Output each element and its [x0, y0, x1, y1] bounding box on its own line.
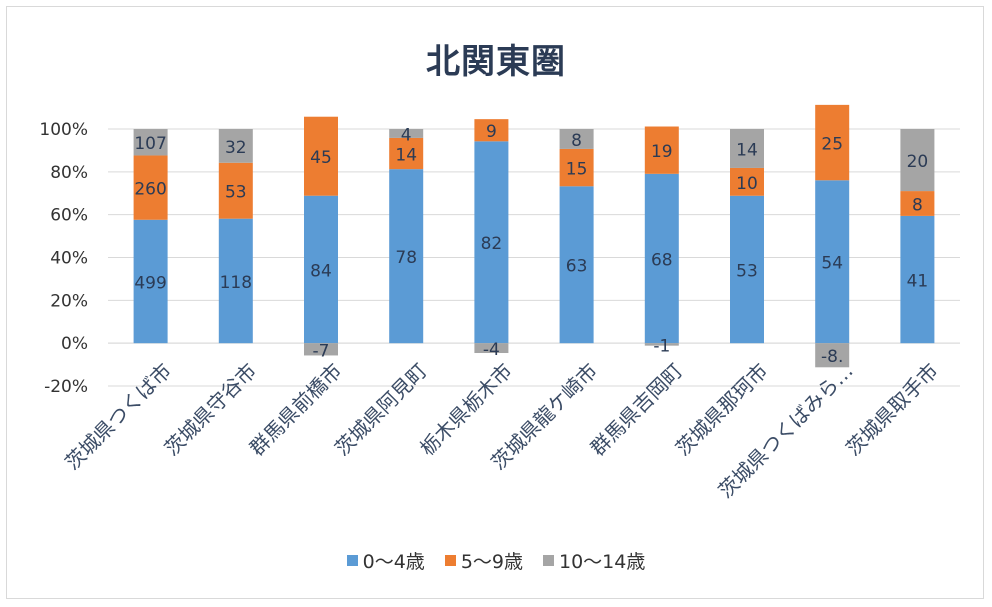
- bar-segment: [815, 343, 850, 368]
- data-label: 32: [225, 138, 247, 158]
- bar-segment: [900, 191, 935, 216]
- data-label: -8.: [821, 347, 843, 367]
- data-label: 10: [736, 174, 758, 194]
- data-label: 53: [736, 261, 758, 281]
- chart-title: 北関東圏: [426, 42, 566, 82]
- data-label: -7: [313, 341, 330, 361]
- y-axis: 100% 80% 60% 40% 20% 0% -20%: [39, 120, 88, 397]
- bar-segment: [304, 116, 338, 196]
- bar-segment: [474, 343, 509, 354]
- bar-segment: [304, 343, 338, 356]
- data-label: 14: [395, 146, 417, 166]
- data-label: 107: [134, 134, 166, 154]
- bar-segment: [730, 167, 764, 196]
- bar-segment: [389, 137, 424, 170]
- bar-segment: [133, 155, 168, 220]
- data-label: 41: [907, 272, 929, 292]
- bar-segment: [900, 215, 935, 344]
- bar-segment: [218, 218, 253, 344]
- bar-segment: [900, 129, 935, 192]
- y-tick-label: 100%: [39, 120, 88, 140]
- legend-swatch: [346, 555, 358, 566]
- bar-segment: [304, 195, 338, 344]
- data-label: 499: [134, 273, 166, 293]
- bar-segment: [644, 343, 679, 346]
- data-label: 15: [566, 160, 588, 180]
- legend-swatch: [444, 555, 456, 566]
- y-tick-label: 60%: [50, 206, 88, 226]
- bar-segment: [218, 162, 253, 219]
- bar-segment: [730, 195, 764, 344]
- data-label: 53: [225, 183, 247, 203]
- data-label: 118: [220, 273, 252, 293]
- bars: [133, 104, 935, 368]
- bar-segment: [389, 129, 424, 138]
- data-label: 4: [401, 125, 412, 145]
- y-tick-label: 20%: [50, 291, 88, 311]
- data-label: 45: [310, 148, 332, 168]
- data-label: 82: [481, 234, 503, 254]
- bar-segment: [644, 126, 679, 174]
- y-tick-label: 80%: [50, 163, 88, 183]
- data-label: 78: [395, 248, 417, 268]
- legend-item: 10～14歳: [543, 547, 645, 574]
- legend-item: 0～4歳: [346, 547, 425, 574]
- data-label: 84: [310, 261, 332, 281]
- legend-label: 5～9歳: [460, 551, 523, 573]
- data-label: 54: [821, 254, 843, 274]
- bar-segment: [218, 129, 253, 163]
- y-tick-label: 40%: [50, 249, 88, 269]
- legend-label: 0～4歳: [362, 551, 425, 573]
- bar-segment: [730, 129, 764, 168]
- data-label: 68: [651, 250, 673, 270]
- data-label: 9: [486, 122, 497, 142]
- x-axis: 茨城県つくば市茨城県守谷市群馬県前橋市茨城県阿見町栃木県栃木市茨城県龍ケ崎市群馬…: [60, 359, 943, 503]
- bar-segment: [815, 104, 850, 181]
- data-label: 8: [912, 195, 923, 215]
- bar-segment: [644, 173, 679, 344]
- bar-segment: [133, 219, 168, 344]
- x-tick-label: 茨城県つくば市: [60, 359, 176, 475]
- legend-item: 5～9歳: [444, 547, 523, 574]
- bar-segment: [559, 129, 594, 149]
- data-label: 260: [134, 180, 166, 200]
- bar-segment: [815, 180, 850, 344]
- bar-segment: [559, 148, 594, 187]
- legend-swatch: [543, 555, 554, 566]
- y-tick-label: -20%: [44, 377, 88, 397]
- data-label: 20: [907, 152, 929, 172]
- bar-segment: [559, 186, 594, 344]
- data-label: -1: [653, 336, 670, 356]
- bar-segment: [474, 119, 509, 142]
- data-label: 19: [651, 142, 673, 162]
- y-tick-label: 0%: [61, 334, 88, 354]
- data-label: 14: [736, 140, 758, 160]
- bar-segment: [133, 129, 168, 156]
- data-label: 25: [821, 135, 843, 155]
- x-tick-label: 茨城県取手市: [841, 359, 943, 461]
- data-label: -4: [483, 340, 500, 360]
- bar-segment: [474, 141, 509, 344]
- data-label: 63: [566, 257, 588, 277]
- legend: 0～4歳 5～9歳 10～14歳: [0, 547, 992, 574]
- data-labels: 49926010711853328445-778144829-463158681…: [134, 122, 928, 367]
- data-label: 8: [571, 131, 582, 151]
- legend-label: 10～14歳: [559, 551, 646, 573]
- bar-segment: [389, 169, 424, 344]
